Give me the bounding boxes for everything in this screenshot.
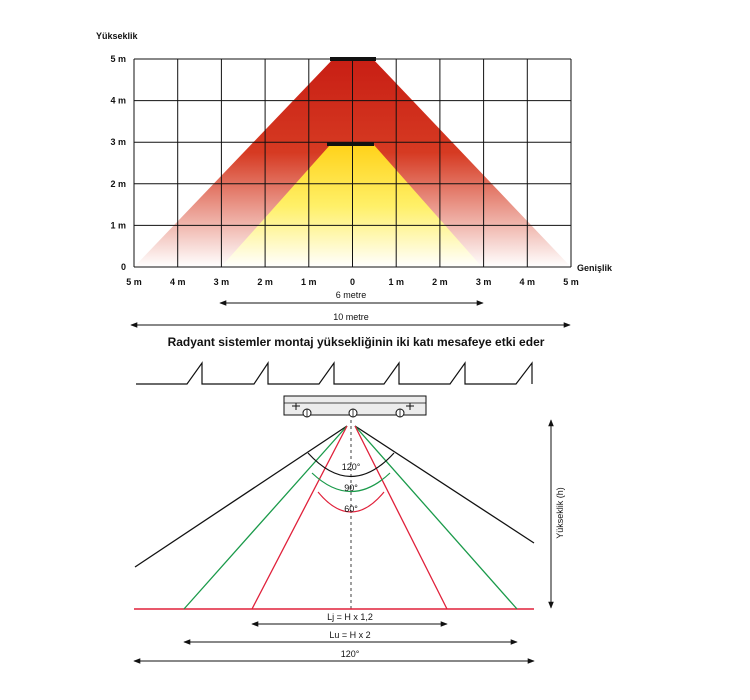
x-tick-label: 4 m: [170, 277, 186, 287]
angle-label-60: 60°: [344, 504, 358, 514]
x-tick-label: 3 m: [214, 277, 230, 287]
x-tick-labels: 5 m 4 m 3 m 2 m 1 m 0 1 m 2 m 3 m 4 m 5 m: [126, 277, 579, 287]
x-tick-label: 5 m: [563, 277, 579, 287]
y-tick-labels: 0 1 m 2 m 3 m 4 m 5 m: [110, 54, 126, 272]
y-tick-label: 1 m: [110, 220, 126, 230]
beam-90-left: [183, 425, 348, 610]
beam-90-right: [354, 425, 518, 610]
x-axis-title: Genişlik: [577, 263, 613, 273]
arc-90: [311, 472, 391, 493]
dimension-10m-label: 10 metre: [333, 312, 369, 322]
beam-angle-diagram: 120° 90° 60° Yükseklik (h) Lj = H x 1,2 …: [133, 361, 565, 664]
heater-5m: [330, 57, 376, 61]
x-tick-label: 2 m: [432, 277, 448, 287]
heater-3m: [327, 142, 374, 146]
dimension-lu-label: Lu = H x 2: [329, 630, 370, 640]
caption: Radyant sistemler montaj yüksekliğinin i…: [168, 335, 545, 349]
x-tick-label: 2 m: [257, 277, 273, 287]
x-tick-label: 1 m: [388, 277, 404, 287]
x-tick-label: 1 m: [301, 277, 317, 287]
dimension-lj-label: Lj = H x 1,2: [327, 612, 373, 622]
arc-60: [317, 491, 385, 513]
beam-120-left: [134, 425, 348, 568]
roof-sawtooth: [136, 361, 533, 385]
y-tick-label: 2 m: [110, 179, 126, 189]
angle-label-120: 120°: [342, 462, 361, 472]
dimension-120-label: 120°: [341, 649, 360, 659]
heater-unit: [283, 395, 427, 418]
y-tick-label: 5 m: [110, 54, 126, 64]
inner-heat-cone: [221, 145, 482, 267]
x-tick-label: 0: [350, 277, 355, 287]
beam-60-right: [354, 425, 448, 610]
arc-120: [307, 452, 395, 477]
y-tick-label: 4 m: [110, 96, 126, 106]
coverage-chart: Yükseklik 0 1 m 2 m 3 m 4 m 5 m Genişlik 5 m 4…: [96, 31, 613, 328]
angle-label-90: 90°: [344, 483, 358, 493]
x-tick-label: 3 m: [476, 277, 492, 287]
height-label: Yükseklik (h): [555, 487, 565, 539]
x-tick-label: 5 m: [126, 277, 142, 287]
x-tick-label: 4 m: [520, 277, 536, 287]
y-tick-label: 3 m: [110, 137, 126, 147]
y-axis-title: Yükseklik: [96, 31, 139, 41]
beam-120-right: [354, 425, 535, 544]
dimension-6m-label: 6 metre: [336, 290, 367, 300]
beam-60-left: [251, 425, 348, 610]
y-tick-label: 0: [121, 262, 126, 272]
